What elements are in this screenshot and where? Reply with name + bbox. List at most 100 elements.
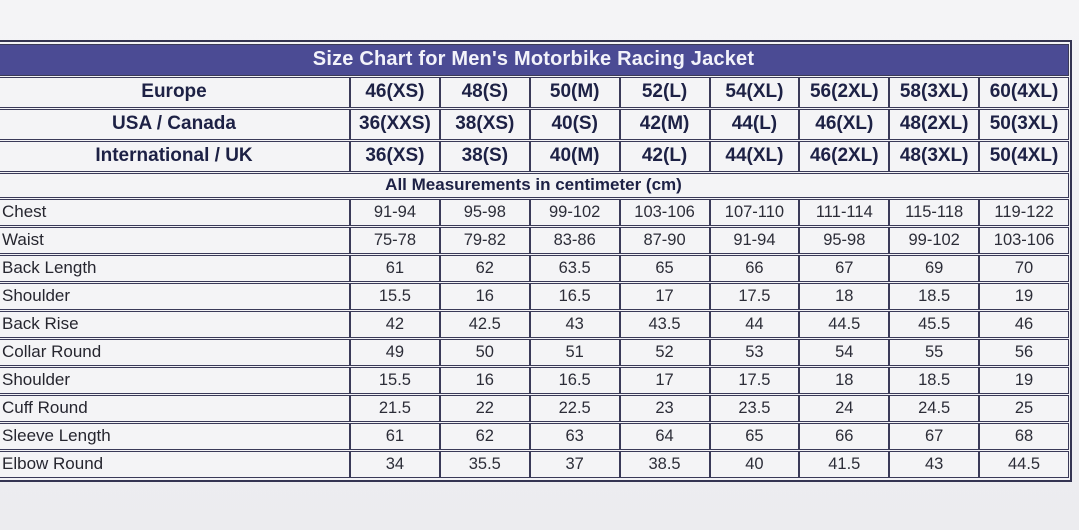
measurement-row: Cuff Round 21.5 22 22.5 23 23.5 24 24.5 25 bbox=[0, 395, 1069, 422]
measurement-value: 22 bbox=[439, 395, 530, 422]
measurement-value: 44 bbox=[709, 311, 800, 338]
measurement-value: 18 bbox=[799, 367, 890, 394]
measurement-value: 15.5 bbox=[350, 283, 440, 310]
measurement-value: 55 bbox=[889, 339, 980, 366]
size-header-value: 46(XS) bbox=[350, 77, 440, 108]
measurement-value: 17 bbox=[619, 367, 710, 394]
size-header-value: 52(L) bbox=[619, 77, 710, 108]
size-header-value: 44(XL) bbox=[709, 141, 800, 172]
size-header-row: Europe 46(XS) 48(S) 50(M) 52(L) 54(XL) 56(2XL)… bbox=[0, 77, 1069, 108]
measurement-label: Back Rise bbox=[0, 311, 350, 338]
measurement-value: 67 bbox=[889, 423, 980, 450]
measurement-value: 62 bbox=[439, 423, 530, 450]
measurement-row: Back Length 61 62 63.5 65 66 67 69 70 bbox=[0, 255, 1069, 282]
measurement-row: Waist 75-78 79-82 83-86 87-90 91-94 95-98 99-10… bbox=[0, 227, 1069, 254]
measurement-value: 34 bbox=[350, 451, 440, 478]
measurement-value: 99-102 bbox=[889, 227, 980, 254]
measurement-value: 65 bbox=[709, 423, 800, 450]
size-header-value: 48(S) bbox=[439, 77, 530, 108]
measurement-value: 75-78 bbox=[350, 227, 440, 254]
measurement-label: Shoulder bbox=[0, 283, 350, 310]
measurement-row: Collar Round 49 50 51 52 53 54 55 56 bbox=[0, 339, 1069, 366]
measurement-value: 42 bbox=[350, 311, 440, 338]
size-header-value: 60(4XL) bbox=[979, 77, 1069, 108]
measurement-value: 15.5 bbox=[350, 367, 440, 394]
measurement-value: 95-98 bbox=[439, 199, 530, 226]
measurement-value: 35.5 bbox=[439, 451, 530, 478]
size-header-value: 50(M) bbox=[529, 77, 620, 108]
measurement-value: 119-122 bbox=[979, 199, 1069, 226]
measurement-label: Waist bbox=[0, 227, 350, 254]
measurement-value: 49 bbox=[350, 339, 440, 366]
size-header-value: 44(L) bbox=[709, 109, 800, 140]
measurement-value: 17 bbox=[619, 283, 710, 310]
measurement-value: 38.5 bbox=[619, 451, 710, 478]
measurement-value: 65 bbox=[619, 255, 710, 282]
measurement-value: 43 bbox=[889, 451, 980, 478]
measurement-value: 41.5 bbox=[799, 451, 890, 478]
measurement-label: Cuff Round bbox=[0, 395, 350, 422]
measurement-value: 45.5 bbox=[889, 311, 980, 338]
measurement-value: 107-110 bbox=[709, 199, 800, 226]
measurement-value: 16.5 bbox=[529, 283, 620, 310]
measurement-value: 52 bbox=[619, 339, 710, 366]
measurement-label: Collar Round bbox=[0, 339, 350, 366]
measurement-value: 17.5 bbox=[709, 283, 800, 310]
measurement-value: 87-90 bbox=[619, 227, 710, 254]
size-header-value: 40(S) bbox=[529, 109, 620, 140]
measurement-value: 95-98 bbox=[799, 227, 890, 254]
measurement-value: 83-86 bbox=[529, 227, 620, 254]
size-header-row: International / UK 36(XS) 38(S) 40(M) 42(L) 4… bbox=[0, 141, 1069, 172]
measurement-value: 69 bbox=[889, 255, 980, 282]
size-header-rows: Europe 46(XS) 48(S) 50(M) 52(L) 54(XL) 56(2XL)… bbox=[0, 77, 1069, 172]
measurement-value: 22.5 bbox=[529, 395, 620, 422]
measurement-value: 37 bbox=[529, 451, 620, 478]
measurement-value: 54 bbox=[799, 339, 890, 366]
size-header-value: 50(3XL) bbox=[979, 109, 1069, 140]
measurement-row: Elbow Round 34 35.5 37 38.5 40 41.5 43 44.5 bbox=[0, 451, 1069, 478]
measurement-value: 18.5 bbox=[889, 283, 980, 310]
measurement-value: 103-106 bbox=[619, 199, 710, 226]
size-header-value: 42(L) bbox=[619, 141, 710, 172]
measurement-value: 18.5 bbox=[889, 367, 980, 394]
chart-title: Size Chart for Men's Motorbike Racing Ja… bbox=[0, 44, 1069, 76]
measurement-value: 68 bbox=[979, 423, 1069, 450]
measurement-value: 99-102 bbox=[529, 199, 620, 226]
measurement-value: 16.5 bbox=[529, 367, 620, 394]
size-header-value: 42(M) bbox=[619, 109, 710, 140]
measurement-value: 17.5 bbox=[709, 367, 800, 394]
size-header-value: 48(2XL) bbox=[889, 109, 980, 140]
measurement-value: 43.5 bbox=[619, 311, 710, 338]
measurement-value: 19 bbox=[979, 367, 1069, 394]
measurement-row: Chest 91-94 95-98 99-102 103-106 107-110 111-1… bbox=[0, 199, 1069, 226]
measurement-value: 21.5 bbox=[350, 395, 440, 422]
measurement-value: 53 bbox=[709, 339, 800, 366]
size-header-value: 50(4XL) bbox=[979, 141, 1069, 172]
measurement-value: 25 bbox=[979, 395, 1069, 422]
measurement-value: 66 bbox=[799, 423, 890, 450]
size-header-value: 40(M) bbox=[529, 141, 620, 172]
size-header-label: International / UK bbox=[0, 141, 350, 172]
measurement-value: 23 bbox=[619, 395, 710, 422]
measurement-value: 44.5 bbox=[979, 451, 1069, 478]
measurement-value: 63.5 bbox=[529, 255, 620, 282]
measurement-value: 23.5 bbox=[709, 395, 800, 422]
measurement-value: 66 bbox=[709, 255, 800, 282]
size-header-value: 46(XL) bbox=[799, 109, 890, 140]
measurement-value: 51 bbox=[529, 339, 620, 366]
measurement-value: 91-94 bbox=[709, 227, 800, 254]
measurement-row: Shoulder 15.5 16 16.5 17 17.5 18 18.5 19 bbox=[0, 367, 1069, 394]
measurement-value: 91-94 bbox=[350, 199, 440, 226]
measurement-value: 24.5 bbox=[889, 395, 980, 422]
measurement-label: Back Length bbox=[0, 255, 350, 282]
title-row: Size Chart for Men's Motorbike Racing Ja… bbox=[0, 44, 1069, 76]
size-header-value: 58(3XL) bbox=[889, 77, 980, 108]
measurement-value: 61 bbox=[350, 255, 440, 282]
measurement-value: 24 bbox=[799, 395, 890, 422]
measurement-label: Elbow Round bbox=[0, 451, 350, 478]
measurement-value: 79-82 bbox=[439, 227, 530, 254]
measurement-value: 16 bbox=[439, 283, 530, 310]
measurement-unit-note: All Measurements in centimeter (cm) bbox=[0, 173, 1069, 198]
size-header-value: 54(XL) bbox=[709, 77, 800, 108]
